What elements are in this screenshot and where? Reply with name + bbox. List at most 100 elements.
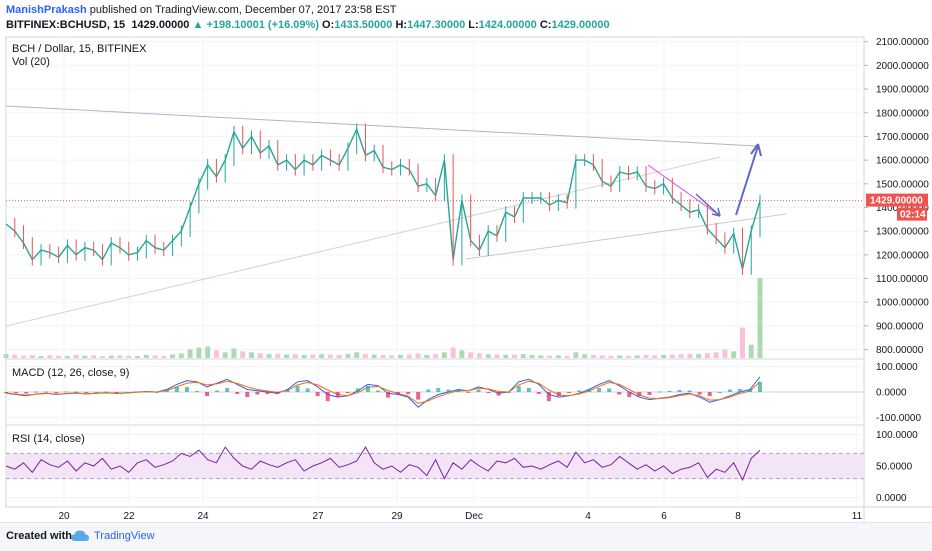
volume-bar: [494, 354, 500, 358]
price-tick-label: 1900.00000: [876, 85, 929, 96]
high-value: 1447.30000: [407, 19, 466, 31]
volume-bar: [91, 355, 97, 358]
rsi-tick-label: 50.0000: [876, 462, 913, 473]
price-tick-label: 1300.00000: [876, 227, 929, 238]
volume-bar: [643, 354, 649, 358]
open-value: 1433.50000: [334, 19, 393, 31]
rsi-series: [5, 446, 761, 482]
macd-histogram-bar: [637, 392, 642, 397]
macd-histogram-bar: [546, 392, 551, 402]
macd-histogram-bar: [587, 388, 592, 392]
volume-bar: [406, 354, 412, 358]
volume-bar: [634, 355, 640, 358]
macd-histogram-bar: [406, 392, 411, 395]
volume-bar: [608, 355, 614, 358]
macd-histogram-bar: [335, 392, 340, 398]
price-tick-label: 1100.00000: [876, 274, 929, 285]
volume-bar: [476, 353, 482, 358]
macd-histogram-bar: [566, 392, 571, 393]
volume-bar: [21, 355, 27, 358]
macd-histogram-bar: [617, 392, 622, 395]
volume-bar: [178, 353, 184, 358]
volume-bar: [731, 351, 737, 358]
price-tick-label: 900.00000: [876, 321, 924, 332]
macd-histogram-bar: [737, 388, 742, 392]
volume-title: Vol (20): [12, 56, 50, 68]
volume-bar: [389, 355, 395, 358]
volume-bar: [529, 354, 535, 358]
volume-bar: [336, 354, 342, 358]
macd-signal-line: [5, 380, 761, 404]
macd-histogram-bar: [466, 392, 471, 393]
macd-histogram-bar: [476, 389, 481, 392]
volume-bar: [222, 352, 228, 358]
macd-histogram-bar: [315, 392, 320, 397]
macd-histogram-bar: [345, 392, 350, 393]
lower-trendline: [5, 156, 721, 327]
volume-bar: [47, 355, 53, 358]
symbol-label: BITFINEX:BCHUSD, 15: [6, 19, 126, 31]
macd-histogram-bar: [677, 389, 682, 392]
price-tick-label: 1800.00000: [876, 108, 929, 119]
macd-histogram-bar: [486, 392, 491, 394]
support-trendline: [465, 213, 787, 260]
volume-bar: [248, 352, 254, 358]
volume-bar: [327, 354, 333, 358]
macd-histogram-bar: [144, 391, 149, 393]
macd-histogram-bar: [657, 391, 662, 393]
volume-bar: [126, 355, 132, 358]
rsi-tick-label: 100.0000: [876, 430, 918, 441]
volume-bars: [3, 278, 763, 358]
volume-bar: [362, 354, 368, 358]
volume-bar: [187, 349, 193, 358]
chart-canvas[interactable]: 2100.00000 2000.00000 1900.00000 1800.00000…: [0, 0, 932, 522]
macd-histogram-bar: [205, 392, 210, 397]
macd-histogram-bar: [375, 390, 380, 392]
macd-histogram-bar: [215, 390, 220, 392]
macd-histogram-bar: [195, 390, 200, 392]
macd-histogram-bar: [54, 392, 59, 394]
macd-histogram-bar: [74, 391, 79, 393]
up-arrow-drawing: [735, 145, 759, 216]
macd-histogram-bar: [627, 392, 632, 398]
volume-bar: [117, 355, 123, 358]
volume-bar: [617, 355, 623, 358]
price-pane-frame: [5, 36, 865, 360]
tradingview-cloud-icon[interactable]: [70, 529, 90, 543]
published-text: published on TradingView.com, December 0…: [89, 4, 397, 16]
macd-histogram-bar: [496, 392, 501, 396]
volume-bar: [29, 355, 35, 358]
chart-header: ManishPrakash published on TradingView.c…: [0, 0, 932, 36]
macd-histogram-bar: [134, 391, 139, 393]
macd-histogram-bar: [34, 391, 39, 393]
macd-histogram-bar: [4, 392, 8, 393]
volume-bar: [275, 353, 281, 358]
volume-bar: [678, 354, 684, 358]
macd-histogram-bar: [245, 392, 250, 398]
footer-bar: Created with TradingView: [0, 522, 932, 551]
macd-histogram-bar: [225, 387, 230, 392]
macd-histogram-bar: [446, 389, 451, 392]
macd-histogram-bar: [526, 387, 531, 392]
volume-bar: [170, 354, 176, 358]
macd-histogram-bar: [607, 388, 612, 392]
volume-bar: [573, 352, 579, 358]
time-tick-label: 24: [197, 511, 209, 522]
price-series: [5, 123, 761, 275]
macd-histogram-bar: [44, 391, 49, 393]
macd-histogram-bar: [275, 392, 280, 395]
volume-bar: [433, 354, 439, 358]
tradingview-brand-link[interactable]: TradingView: [94, 530, 155, 542]
macd-histogram-bar: [426, 389, 431, 392]
high-label: H:: [395, 19, 408, 31]
macd-histogram-bar: [164, 389, 169, 392]
magenta-trendline: [647, 164, 721, 217]
volume-bar: [371, 354, 377, 358]
volume-bar: [196, 347, 202, 358]
rsi-tick-label: 0.0000: [876, 493, 907, 504]
macd-histogram-bar: [325, 392, 330, 402]
volume-bar: [64, 356, 70, 358]
volume-bar: [415, 353, 421, 358]
author-link[interactable]: ManishPrakash: [6, 4, 87, 16]
volume-bar: [590, 354, 596, 358]
